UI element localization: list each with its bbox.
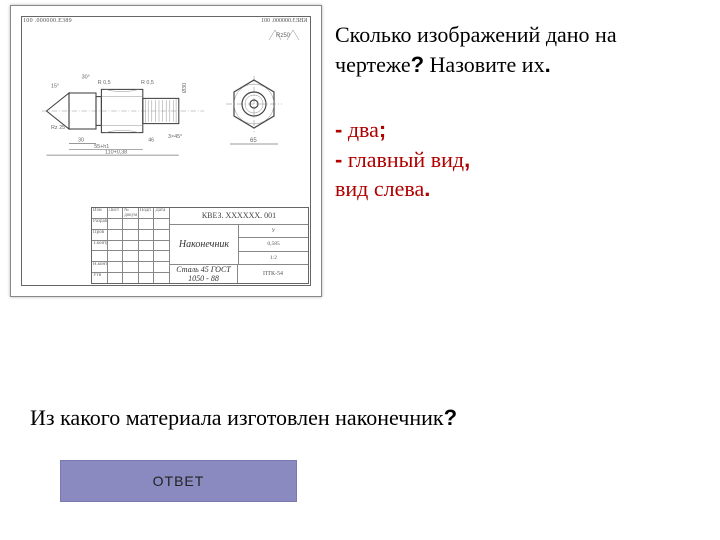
tb-sheet: ПТК-54 <box>237 265 308 283</box>
ans1-c: вид слева <box>335 176 424 201</box>
main-view: 15° 30° R 0,5 R 0,5 Ø30 Rz 25 30 55+h1 1… <box>33 66 213 156</box>
question-2: Из какого материала изготовлен наконечни… <box>30 405 457 431</box>
answer-1: - два; - главный вид, вид слева. <box>335 115 470 204</box>
title-block-left: ИзмЛист№ докумПодпДата Разраб Пров Т.кон… <box>92 208 170 283</box>
comma: , <box>464 147 470 172</box>
tb-part-name: Наконечник <box>170 225 238 264</box>
drawing-code-top: 100 .000000.E389 <box>23 18 72 24</box>
q1-line2a: чертеже <box>335 52 411 77</box>
period: . <box>424 176 430 201</box>
q2-text: Из какого материала изготовлен наконечни… <box>30 405 444 430</box>
tb-scale: 1:2 <box>238 252 308 264</box>
semicolon: ; <box>379 117 386 142</box>
title-block: ИзмЛист№ докумПодпДата Разраб Пров Т.кон… <box>91 207 309 284</box>
svg-text:R 0,5: R 0,5 <box>141 80 154 86</box>
tech-drawing: 100 .000000.E389 КВЕЗ.000000. 001 Rz50 <box>10 5 322 297</box>
svg-text:Rz50: Rz50 <box>276 33 291 39</box>
side-view-dim: 65 <box>226 136 282 154</box>
svg-text:R 0,5: R 0,5 <box>98 80 111 86</box>
qmark: ? <box>444 405 457 430</box>
title-block-main: КВЕЗ. ХХХХХХ. 001 Наконечник У 0,585 1:2… <box>170 208 308 283</box>
side-view <box>226 76 282 132</box>
ans1-a: два <box>342 117 379 142</box>
svg-text:30°: 30° <box>82 75 90 81</box>
svg-text:46: 46 <box>148 138 154 144</box>
svg-text:Ø30: Ø30 <box>182 83 188 93</box>
svg-text:3×45°: 3×45° <box>168 134 182 140</box>
tb-material: Сталь 45 ГОСТ 1050 - 88 <box>170 265 237 283</box>
svg-text:15°: 15° <box>51 84 59 90</box>
question-1: Сколько изображений дано на чертеже? Наз… <box>335 20 705 79</box>
tb-designation: КВЕЗ. ХХХХХХ. 001 <box>170 208 308 225</box>
ans1-b: главный вид <box>342 147 464 172</box>
slide-root: 100 .000000.E389 КВЕЗ.000000. 001 Rz50 <box>0 0 720 540</box>
answer-button[interactable]: ОТВЕТ <box>60 460 297 502</box>
drawing-code-top-rev: КВЕЗ.000000. 001 <box>261 18 307 24</box>
tb-lit: У <box>238 225 308 238</box>
q1-line2b: Назовите их <box>430 52 545 77</box>
roughness-symbol: Rz50 <box>267 28 301 42</box>
qmark: ? <box>411 52 424 77</box>
period: . <box>545 52 551 77</box>
tb-mass: 0,585 <box>238 238 308 251</box>
q1-line1: Сколько изображений дано на <box>335 22 617 47</box>
svg-text:30: 30 <box>78 138 84 144</box>
svg-text:Rz 25: Rz 25 <box>51 125 65 131</box>
svg-text:65: 65 <box>250 138 257 144</box>
svg-text:110+0,38: 110+0,38 <box>105 149 127 155</box>
